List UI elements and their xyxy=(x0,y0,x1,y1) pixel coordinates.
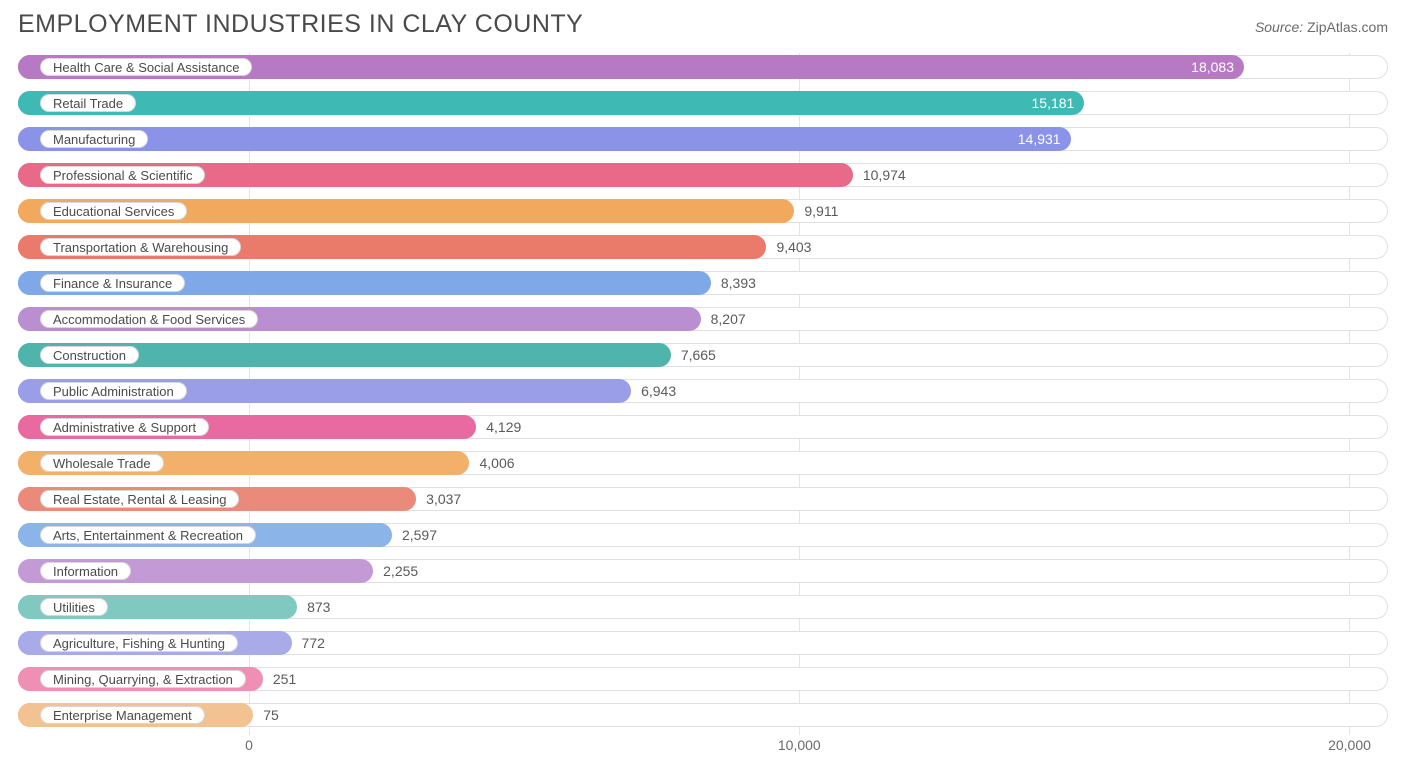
x-axis-tick: 0 xyxy=(245,737,253,753)
bar-row: Professional & Scientific 10,974 xyxy=(18,161,1388,189)
bar-row: Utilities 873 xyxy=(18,593,1388,621)
bar-label: Construction xyxy=(40,346,139,364)
bar-value: 18,083 xyxy=(1174,55,1234,79)
bars-container: Health Care & Social Assistance 18,083 Ret… xyxy=(18,53,1388,729)
bar-fill xyxy=(18,127,1071,151)
bar-cap xyxy=(18,703,42,727)
bar-cap xyxy=(18,271,42,295)
bar-fill xyxy=(18,91,1084,115)
bar-cap xyxy=(18,667,42,691)
bar-label: Transportation & Warehousing xyxy=(40,238,241,256)
bar-value: 7,665 xyxy=(681,343,716,367)
bar-row: Educational Services 9,911 xyxy=(18,197,1388,225)
bar-label: Agriculture, Fishing & Hunting xyxy=(40,634,238,652)
bar-cap xyxy=(18,451,42,475)
bar-row: Transportation & Warehousing 9,403 xyxy=(18,233,1388,261)
x-axis: 0 10,000 20,000 xyxy=(18,737,1388,755)
bar-label: Wholesale Trade xyxy=(40,454,164,472)
bar-cap xyxy=(18,307,42,331)
bar-row: Retail Trade 15,181 xyxy=(18,89,1388,117)
bar-label: Real Estate, Rental & Leasing xyxy=(40,490,239,508)
bar-value: 2,597 xyxy=(402,523,437,547)
bar-value: 873 xyxy=(307,595,330,619)
bar-label: Arts, Entertainment & Recreation xyxy=(40,526,256,544)
bar-label: Administrative & Support xyxy=(40,418,209,436)
bar-cap xyxy=(18,163,42,187)
bar-value: 4,129 xyxy=(486,415,521,439)
bar-cap xyxy=(18,55,42,79)
bar-label: Finance & Insurance xyxy=(40,274,185,292)
bar-value: 9,403 xyxy=(776,235,811,259)
bar-cap xyxy=(18,343,42,367)
bar-value: 772 xyxy=(302,631,325,655)
bar-value: 8,393 xyxy=(721,271,756,295)
bar-row: Finance & Insurance 8,393 xyxy=(18,269,1388,297)
bar-label: Utilities xyxy=(40,598,108,616)
bar-cap xyxy=(18,199,42,223)
bar-cap xyxy=(18,415,42,439)
source-label: Source: xyxy=(1255,19,1303,35)
bar-row: Agriculture, Fishing & Hunting 772 xyxy=(18,629,1388,657)
bar-label: Public Administration xyxy=(40,382,187,400)
bar-row: Administrative & Support 4,129 xyxy=(18,413,1388,441)
chart-title: EMPLOYMENT INDUSTRIES IN CLAY COUNTY xyxy=(18,10,583,39)
bar-cap xyxy=(18,487,42,511)
bar-label: Accommodation & Food Services xyxy=(40,310,258,328)
bar-row: Manufacturing 14,931 xyxy=(18,125,1388,153)
bar-row: Public Administration 6,943 xyxy=(18,377,1388,405)
x-axis-tick: 20,000 xyxy=(1328,737,1371,753)
bar-row: Real Estate, Rental & Leasing 3,037 xyxy=(18,485,1388,513)
bar-value: 75 xyxy=(263,703,279,727)
bar-value: 6,943 xyxy=(641,379,676,403)
bar-cap xyxy=(18,523,42,547)
source-value: ZipAtlas.com xyxy=(1307,19,1388,35)
bar-value: 2,255 xyxy=(383,559,418,583)
bar-row: Mining, Quarrying, & Extraction 251 xyxy=(18,665,1388,693)
bar-value: 10,974 xyxy=(863,163,906,187)
bar-row: Information 2,255 xyxy=(18,557,1388,585)
bar-row: Construction 7,665 xyxy=(18,341,1388,369)
bar-cap xyxy=(18,379,42,403)
bar-cap xyxy=(18,559,42,583)
x-axis-tick: 10,000 xyxy=(778,737,821,753)
bar-value: 9,911 xyxy=(804,199,838,223)
bar-value: 15,181 xyxy=(1014,91,1074,115)
bar-row: Arts, Entertainment & Recreation 2,597 xyxy=(18,521,1388,549)
bar-label: Information xyxy=(40,562,131,580)
bar-label: Professional & Scientific xyxy=(40,166,205,184)
bar-label: Retail Trade xyxy=(40,94,136,112)
bar-cap xyxy=(18,235,42,259)
bar-cap xyxy=(18,91,42,115)
bar-value: 8,207 xyxy=(711,307,746,331)
bar-row: Wholesale Trade 4,006 xyxy=(18,449,1388,477)
bar-label: Mining, Quarrying, & Extraction xyxy=(40,670,246,688)
bar-label: Health Care & Social Assistance xyxy=(40,58,252,76)
chart-area: Health Care & Social Assistance 18,083 Ret… xyxy=(18,53,1388,753)
bar-label: Manufacturing xyxy=(40,130,148,148)
bar-row: Health Care & Social Assistance 18,083 xyxy=(18,53,1388,81)
bar-value: 4,006 xyxy=(479,451,514,475)
source-attribution: Source: ZipAtlas.com xyxy=(1255,19,1388,35)
bar-cap xyxy=(18,127,42,151)
bar-row: Enterprise Management 75 xyxy=(18,701,1388,729)
bar-value: 3,037 xyxy=(426,487,461,511)
bar-label: Enterprise Management xyxy=(40,706,205,724)
bar-row: Accommodation & Food Services 8,207 xyxy=(18,305,1388,333)
bar-label: Educational Services xyxy=(40,202,187,220)
bar-cap xyxy=(18,631,42,655)
chart-header: EMPLOYMENT INDUSTRIES IN CLAY COUNTY Sou… xyxy=(18,10,1388,39)
bar-value: 14,931 xyxy=(1001,127,1061,151)
bar-cap xyxy=(18,595,42,619)
bar-value: 251 xyxy=(273,667,296,691)
